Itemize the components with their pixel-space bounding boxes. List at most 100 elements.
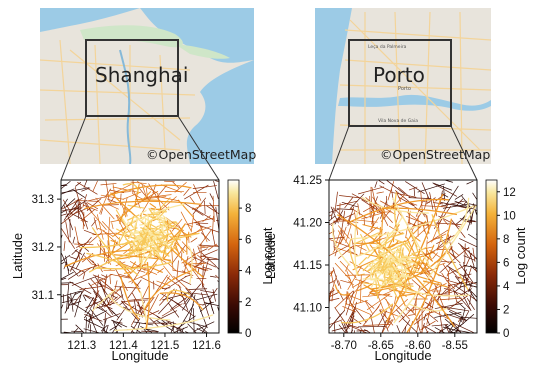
- map-island: [80, 25, 183, 48]
- road-segment: [386, 195, 388, 210]
- road-segment: [440, 202, 467, 209]
- road-segment: [69, 256, 78, 260]
- road-segment: [448, 311, 467, 321]
- road-segment: [424, 196, 428, 210]
- road-segment: [396, 248, 402, 254]
- road-segment: [121, 300, 143, 314]
- road-segment: [183, 188, 190, 196]
- road-segment: [347, 310, 355, 328]
- colorbar-tick-label: 2: [245, 297, 251, 309]
- y-tick-label: 31.2: [32, 242, 54, 254]
- road-segment: [348, 280, 354, 286]
- road-segment: [65, 221, 70, 243]
- road-segment: [365, 301, 373, 314]
- arterial-road: [86, 252, 139, 277]
- arterial-road: [166, 289, 191, 302]
- x-tick-label: 121.3: [67, 340, 96, 352]
- road-segment: [331, 325, 353, 332]
- road-segment: [353, 330, 355, 333]
- road-segment: [139, 296, 155, 317]
- road-segment: [405, 181, 425, 194]
- road-segment: [81, 210, 88, 230]
- road-segment: [212, 289, 216, 302]
- road-segment: [79, 285, 106, 290]
- road-segment: [338, 195, 361, 199]
- road-segment: [162, 234, 169, 260]
- plot-frame: [328, 179, 478, 334]
- road-segment: [383, 297, 392, 308]
- road-segment: [345, 290, 355, 316]
- road-segment: [196, 328, 208, 333]
- road-segment: [431, 223, 440, 243]
- road-segment: [461, 307, 466, 322]
- road-segment: [109, 325, 117, 331]
- road-segment: [158, 297, 174, 315]
- road-segment: [161, 303, 183, 317]
- heatmap-porto: -8.70 -8.65 -8.60 -8.55 41.10 41.15 41.20 41.25…: [263, 175, 528, 363]
- road-segment: [370, 278, 384, 281]
- road-segment: [386, 319, 393, 326]
- road-segment: [370, 211, 375, 227]
- road-segment: [186, 217, 214, 225]
- road-segment: [459, 263, 474, 283]
- road-segment: [77, 252, 81, 260]
- road-segment: [121, 197, 128, 218]
- road-segment: [132, 193, 143, 200]
- road-segment: [334, 191, 338, 214]
- road-segment: [127, 279, 142, 299]
- road-segment: [377, 310, 387, 327]
- road-segment: [180, 211, 192, 232]
- road-segment: [148, 237, 152, 244]
- road-segment: [200, 290, 215, 294]
- road-segment: [61, 207, 82, 212]
- road-segment: [453, 284, 477, 301]
- road-segment: [71, 249, 78, 255]
- road-segment: [170, 326, 174, 333]
- road-segment: [192, 197, 207, 215]
- road-segment: [453, 290, 458, 304]
- road-segment: [349, 301, 367, 323]
- road-segment: [178, 304, 195, 329]
- place-label: Porto: [398, 86, 411, 92]
- road-segment: [63, 199, 79, 221]
- road-segment: [186, 223, 193, 228]
- road-segment: [403, 240, 412, 250]
- road-segment: [367, 283, 374, 288]
- road-segment: [433, 204, 449, 230]
- road-segment: [61, 254, 71, 263]
- road-segment: [464, 243, 466, 264]
- road-segment: [102, 313, 121, 321]
- arterial-road: [385, 193, 444, 323]
- road-segment: [380, 268, 389, 275]
- road-segment: [73, 190, 86, 198]
- road-segment: [83, 319, 105, 329]
- road-segment: [354, 219, 378, 223]
- road-segment: [61, 271, 74, 280]
- road-segment: [171, 218, 183, 232]
- road-segment: [209, 287, 218, 301]
- arterial-road: [91, 288, 117, 312]
- colorbar-tick-label: 6: [245, 234, 251, 246]
- road-segment: [74, 290, 83, 318]
- road-segment: [329, 317, 331, 319]
- road-segment: [72, 268, 79, 277]
- road-segment: [105, 180, 110, 203]
- road-segment: [379, 309, 389, 332]
- road-segment: [106, 198, 117, 203]
- road-segment: [418, 263, 434, 285]
- road-segment: [97, 227, 105, 232]
- road-segment: [142, 252, 157, 261]
- road-segment: [148, 207, 155, 218]
- road-segment: [123, 209, 127, 218]
- y-tick-label: 31.1: [32, 290, 54, 302]
- road-segment: [467, 203, 477, 206]
- road-segment: [369, 263, 374, 279]
- road-segment: [191, 205, 202, 210]
- road-segment: [385, 298, 396, 322]
- road-segment: [472, 266, 477, 270]
- arterial-road: [341, 303, 394, 324]
- road-segment: [458, 242, 477, 260]
- road-segment: [394, 303, 410, 320]
- road-segment: [390, 284, 398, 298]
- road-segment: [429, 192, 434, 210]
